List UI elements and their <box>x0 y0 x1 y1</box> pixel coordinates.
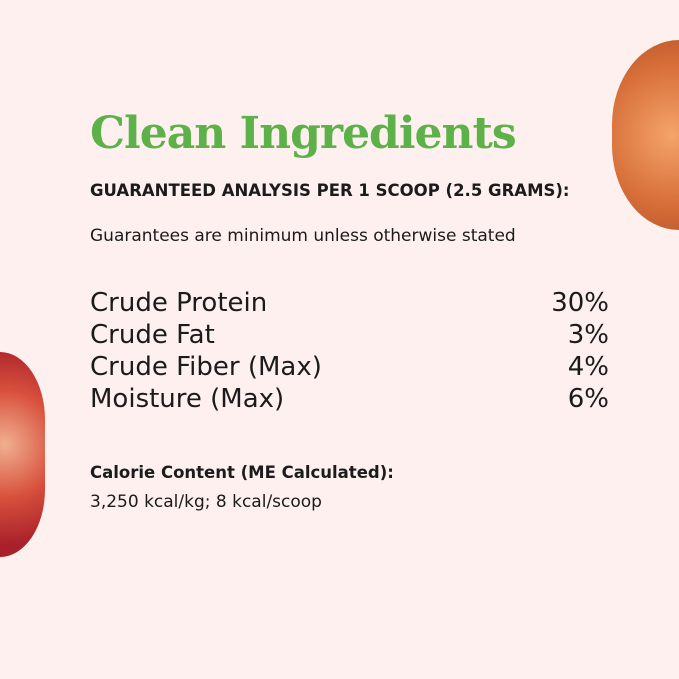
row-label: Crude Protein <box>90 288 268 318</box>
analysis-note: Guarantees are minimum unless otherwise … <box>90 226 516 246</box>
pumpkin-image <box>612 40 679 230</box>
apple-image <box>0 352 45 557</box>
row-value: 4% <box>567 352 609 382</box>
analysis-row: Crude Protein 30% <box>90 287 609 319</box>
analysis-row: Moisture (Max) 6% <box>90 383 609 415</box>
calorie-label: Calorie Content (ME Calculated): <box>90 463 394 482</box>
row-value: 3% <box>567 320 609 350</box>
row-label: Moisture (Max) <box>90 384 285 414</box>
analysis-row: Crude Fiber (Max) 4% <box>90 351 609 383</box>
analysis-table: Crude Protein 30% Crude Fat 3% Crude Fiber… <box>90 287 609 415</box>
row-label: Crude Fat <box>90 320 215 350</box>
analysis-heading: GUARANTEED ANALYSIS PER 1 SCOOP (2.5 GRA… <box>90 181 570 200</box>
row-label: Crude Fiber (Max) <box>90 352 322 382</box>
page-title: Clean Ingredients <box>90 108 517 159</box>
row-value: 6% <box>567 384 609 414</box>
row-value: 30% <box>551 288 609 318</box>
analysis-row: Crude Fat 3% <box>90 319 609 351</box>
calorie-value: 3,250 kcal/kg; 8 kcal/scoop <box>90 492 322 512</box>
